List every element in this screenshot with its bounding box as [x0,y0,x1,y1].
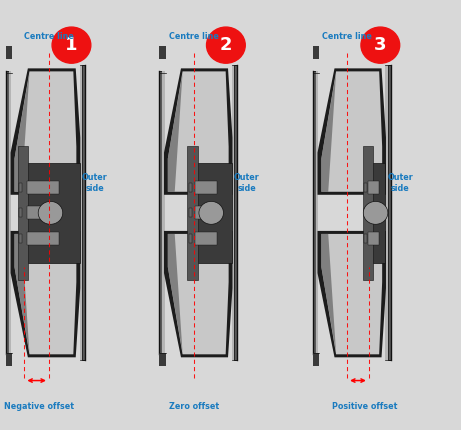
Text: Positive offset: Positive offset [331,402,397,411]
Bar [6,353,12,366]
Polygon shape [168,234,229,354]
Bar [187,146,197,280]
Polygon shape [14,71,77,192]
Bar [366,163,385,262]
Text: Zero offset: Zero offset [169,402,219,411]
Bar [27,206,59,219]
Bar [19,209,23,218]
Bar [367,206,378,219]
Polygon shape [321,234,382,354]
Text: Centre line: Centre line [24,32,74,41]
Bar [19,234,23,243]
Bar [159,71,162,354]
Circle shape [38,201,63,224]
Polygon shape [164,231,232,357]
Bar [313,46,319,59]
Bar [9,71,11,354]
Circle shape [207,27,245,63]
Bar [316,71,318,354]
Bar [21,163,80,262]
Text: Centre line: Centre line [322,32,372,41]
Bar [385,65,388,360]
Text: Negative offset: Negative offset [4,402,74,411]
Bar [11,71,80,354]
Polygon shape [321,234,336,353]
Bar [367,181,378,194]
Bar [388,65,391,360]
Bar [367,232,378,245]
Bar [195,181,218,194]
Bar [189,234,192,243]
Text: 2: 2 [219,36,232,54]
Bar [364,209,367,218]
Text: Outer
side: Outer side [387,173,413,193]
Text: 1: 1 [65,36,78,54]
Bar [364,234,367,243]
Text: 3: 3 [374,36,387,54]
Bar [189,209,192,218]
Bar [159,46,165,59]
Bar [313,71,316,354]
Bar [195,232,218,245]
Polygon shape [14,73,30,192]
Polygon shape [168,71,229,192]
Bar [6,46,12,59]
Bar [19,183,23,192]
Polygon shape [318,68,386,195]
Bar [189,183,192,192]
Polygon shape [318,231,386,357]
Circle shape [52,27,91,63]
Bar [362,146,372,280]
Polygon shape [164,68,232,195]
Bar [159,353,165,366]
Text: Outer
side: Outer side [234,173,260,193]
Bar [232,65,234,360]
Polygon shape [321,71,382,192]
Bar [364,183,367,192]
Circle shape [363,201,388,224]
Text: Outer
side: Outer side [82,173,107,193]
Bar [195,206,218,219]
Circle shape [199,201,224,224]
Bar [27,181,59,194]
Text: Centre line: Centre line [169,32,219,41]
Polygon shape [14,234,77,354]
Bar [313,353,319,366]
Bar [80,65,82,360]
Bar [190,163,232,262]
Bar [234,65,237,360]
Polygon shape [168,234,183,353]
Bar [27,232,59,245]
Polygon shape [321,73,336,192]
Polygon shape [11,231,80,357]
Circle shape [361,27,400,63]
Bar [82,65,85,360]
Bar [162,71,165,354]
Polygon shape [14,234,30,353]
Bar [165,71,232,354]
Bar [18,146,29,280]
Bar [318,71,385,354]
Polygon shape [168,73,183,192]
Bar [6,71,9,354]
Polygon shape [11,68,80,195]
